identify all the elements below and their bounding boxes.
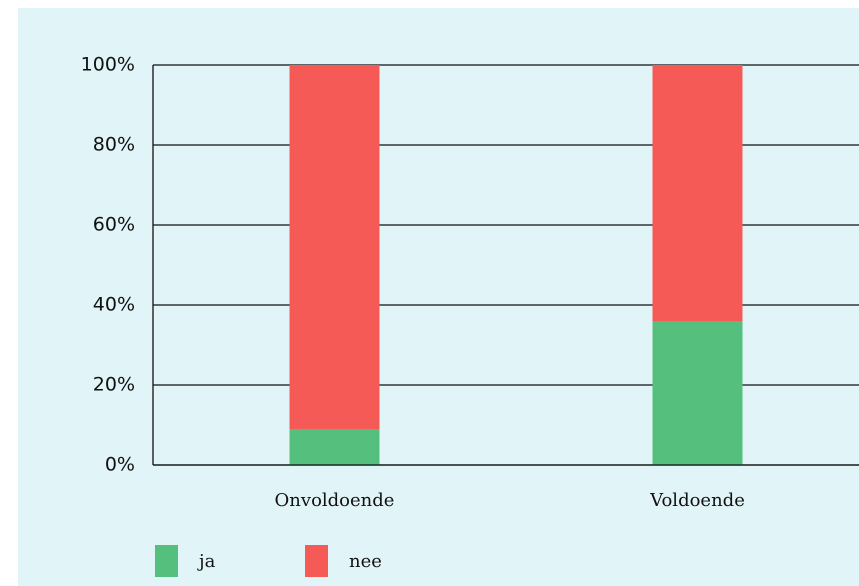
- y-tick-label: 20%: [93, 374, 135, 396]
- y-tick-label: 60%: [93, 214, 135, 236]
- x-tick-label: Onvoldoende: [275, 490, 395, 511]
- bar-segment: [652, 321, 743, 465]
- legend-label: ja: [197, 551, 216, 572]
- bar-segment: [289, 429, 380, 465]
- y-tick-label: 40%: [93, 294, 135, 316]
- x-tick-label: Voldoende: [649, 490, 745, 511]
- legend-swatch: [155, 545, 178, 577]
- bar-segment: [289, 65, 380, 429]
- y-tick-label: 80%: [93, 134, 135, 156]
- legend-label: nee: [349, 551, 382, 572]
- y-tick-label: 100%: [81, 54, 135, 76]
- legend-swatch: [305, 545, 328, 577]
- bar-segment: [652, 65, 743, 321]
- y-tick-label: 0%: [105, 454, 135, 476]
